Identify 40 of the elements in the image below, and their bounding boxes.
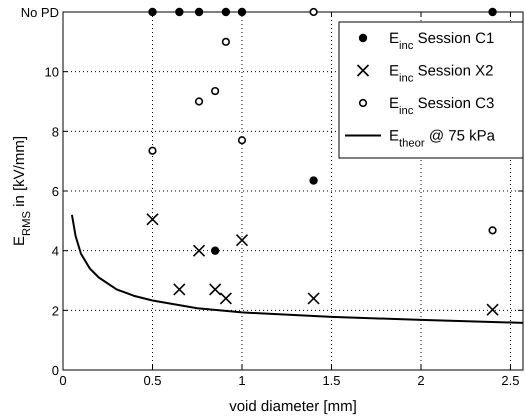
- point: [208, 283, 222, 296]
- legend-label: E$_{theor}$ @ 75 kPa: [389, 128, 496, 150]
- point: [309, 8, 318, 16]
- point: [220, 292, 232, 305]
- point: [194, 8, 204, 16]
- legend-label: E$_{inc}$ Session C3: [389, 95, 494, 117]
- point: [309, 176, 318, 185]
- point: [236, 234, 248, 247]
- point: [486, 303, 499, 316]
- y-tick-label: 8: [52, 124, 59, 140]
- point: [238, 8, 246, 16]
- point: [148, 146, 157, 155]
- point: [488, 226, 497, 234]
- y-tick-label: 6: [52, 184, 59, 199]
- point: [173, 283, 186, 296]
- point: [488, 8, 497, 16]
- point: [238, 136, 246, 144]
- point: [175, 8, 184, 16]
- point: [192, 244, 206, 257]
- x-tick-label: 2: [417, 373, 425, 388]
- x-tick-label: 1.5: [322, 373, 341, 388]
- x-tick-label: 2.5: [501, 373, 520, 388]
- point: [146, 213, 159, 226]
- y-tick-label: 2: [52, 303, 59, 318]
- legend-label: E$_{inc}$ Session X2: [389, 62, 494, 84]
- y-tick-label: No PD: [20, 5, 59, 20]
- x-tick-label: 1: [238, 373, 246, 388]
- point: [194, 97, 204, 106]
- legend-label: E$_{inc}$ Session C1: [389, 30, 494, 52]
- point: [307, 292, 320, 305]
- x-axis-title: void diameter [mm]: [229, 398, 357, 415]
- y-tick-label: 4: [52, 244, 59, 259]
- point: [222, 38, 230, 46]
- point: [148, 8, 157, 16]
- point: [222, 8, 230, 16]
- y-tick-label: 0: [52, 363, 59, 378]
- point: [210, 246, 220, 255]
- y-tick-label: 10: [44, 64, 59, 80]
- x-tick-label: 0.5: [143, 373, 162, 388]
- point: [211, 86, 220, 96]
